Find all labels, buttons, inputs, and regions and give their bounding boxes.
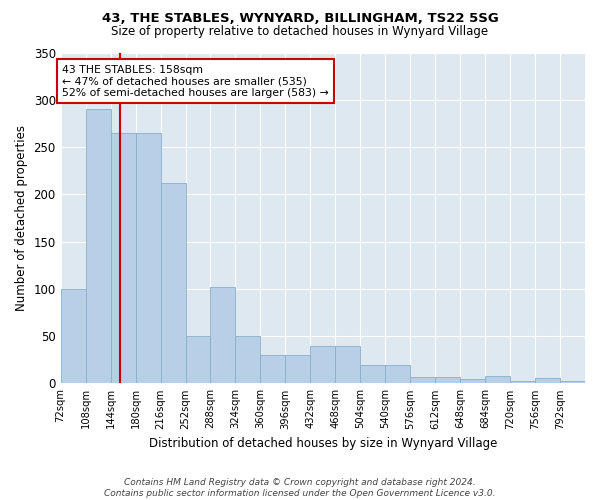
Bar (86, 109, 110, 384)
Bar (211, 287, 235, 384)
Text: Contains HM Land Registry data © Crown copyright and database right 2024.
Contai: Contains HM Land Registry data © Crown c… (104, 478, 496, 498)
Y-axis label: Number of detached properties: Number of detached properties (15, 125, 28, 311)
Text: 43 THE STABLES: 158sqm
← 47% of detached houses are smaller (535)
52% of semi-de: 43 THE STABLES: 158sqm ← 47% of detached… (62, 65, 329, 98)
Bar (460, 378, 485, 384)
Bar (485, 376, 510, 384)
Text: Size of property relative to detached houses in Wynyard Village: Size of property relative to detached ho… (112, 25, 488, 38)
Bar (161, 183, 185, 384)
Text: 43, THE STABLES, WYNYARD, BILLINGHAM, TS22 5SG: 43, THE STABLES, WYNYARD, BILLINGHAM, TS… (101, 12, 499, 26)
Bar (435, 377, 460, 384)
Bar (136, 133, 161, 384)
Bar (286, 355, 310, 384)
Bar (410, 377, 435, 384)
Bar (235, 336, 260, 384)
Bar (535, 378, 560, 384)
Bar (510, 380, 535, 384)
Bar (260, 355, 286, 384)
Bar (310, 346, 335, 384)
Bar (335, 346, 360, 384)
X-axis label: Distribution of detached houses by size in Wynyard Village: Distribution of detached houses by size … (149, 437, 497, 450)
Bar (560, 380, 585, 384)
Bar (385, 364, 410, 384)
Bar (185, 336, 211, 384)
Bar (110, 133, 136, 384)
Bar (61, 289, 86, 384)
Bar (360, 364, 385, 384)
